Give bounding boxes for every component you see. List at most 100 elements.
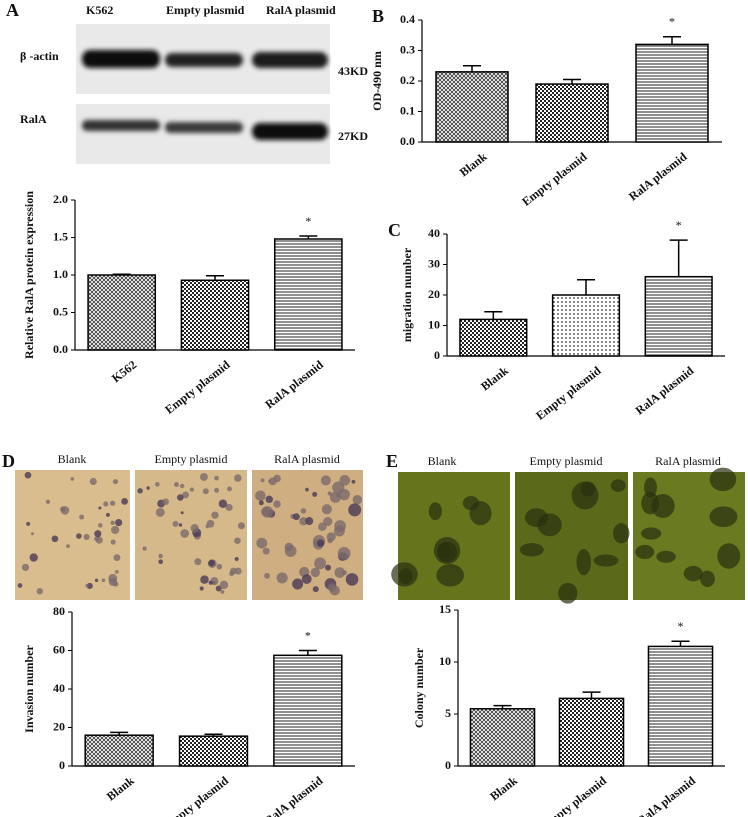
cell — [177, 494, 184, 501]
y-axis-label: Invasion number — [22, 644, 36, 732]
cell — [30, 532, 34, 536]
band — [165, 53, 243, 67]
y-tick-label: 0.5 — [53, 304, 68, 318]
x-tick-label: Blank — [487, 773, 520, 803]
cell — [94, 530, 102, 538]
cell — [234, 474, 242, 482]
cell — [112, 478, 119, 485]
panel-label: B — [372, 6, 384, 26]
x-tick-label: Empty plasmid — [161, 773, 232, 817]
photo — [135, 470, 247, 600]
band — [165, 122, 243, 133]
y-tick-label: 40 — [428, 226, 440, 240]
cell — [95, 536, 103, 544]
cell — [137, 488, 143, 494]
cell — [219, 580, 229, 590]
significance-mark: * — [678, 619, 684, 633]
colony — [576, 549, 591, 576]
cell — [260, 478, 265, 483]
cell — [179, 483, 185, 489]
cell — [173, 481, 180, 488]
bar — [459, 318, 528, 357]
cell — [29, 553, 38, 562]
cell — [312, 491, 318, 497]
bar — [87, 274, 157, 351]
cell — [261, 507, 271, 517]
cell — [323, 516, 333, 527]
cell — [318, 522, 327, 531]
y-tick-label: 40 — [53, 681, 65, 695]
cell — [256, 537, 268, 549]
western-blot: K562 Empty plasmid RalA plasmid β -actin… — [20, 3, 368, 164]
bar — [558, 697, 625, 767]
significance-mark: * — [669, 15, 675, 29]
cell — [208, 559, 215, 567]
y-tick-label: 0 — [59, 758, 65, 772]
cell — [105, 512, 110, 517]
x-tick-label: RalA plasmid — [262, 357, 326, 411]
cell — [115, 518, 123, 527]
bar-chart: 0 10 20 30 40 migration number Blank Empty plas… — [400, 218, 725, 423]
colony — [437, 542, 451, 560]
cell — [180, 511, 184, 515]
cell — [234, 556, 239, 562]
cell — [237, 522, 245, 530]
band — [252, 123, 328, 140]
cell — [146, 486, 150, 490]
significance-mark: * — [676, 218, 682, 232]
panel-labels: A B C D E — [2, 0, 401, 471]
cell — [45, 499, 51, 504]
y-tick-label: 0.1 — [400, 103, 415, 117]
cell — [76, 533, 82, 539]
colony — [651, 493, 675, 518]
cell — [206, 519, 215, 528]
bar — [84, 734, 154, 767]
row-label: RalA — [20, 112, 47, 126]
cell — [258, 500, 264, 506]
y-tick-label: 10 — [428, 317, 440, 331]
cell — [218, 499, 228, 508]
bar-chart: 0 5 10 15 Colony number Blank Empty plasmid Ral… — [412, 602, 725, 817]
bar — [180, 279, 250, 351]
cell — [327, 583, 337, 592]
cell — [79, 514, 85, 520]
cell — [305, 517, 314, 526]
colony — [641, 527, 662, 540]
cell — [66, 544, 70, 549]
cell — [180, 529, 190, 538]
band — [82, 50, 160, 68]
cell — [17, 583, 23, 588]
cell — [351, 479, 356, 484]
cell — [220, 589, 225, 594]
y-tick-label: 60 — [53, 642, 65, 656]
x-tick-label: Empty plasmid — [533, 363, 604, 422]
cell — [234, 537, 241, 545]
bar — [635, 43, 709, 143]
x-tick-label: Empty plasmid — [519, 149, 590, 208]
cell — [162, 498, 169, 506]
colony — [709, 467, 737, 492]
y-tick-label: 2.0 — [53, 192, 68, 206]
cell — [262, 547, 270, 555]
y-tick-label: 0.2 — [400, 73, 415, 87]
cell — [110, 520, 115, 526]
cell — [214, 475, 219, 481]
cell — [114, 570, 119, 574]
cell — [208, 580, 213, 585]
row-label: β -actin — [20, 49, 59, 63]
colony — [610, 479, 626, 492]
cell — [284, 545, 297, 557]
cell — [85, 584, 89, 588]
cell — [339, 474, 351, 486]
cell — [121, 498, 128, 505]
cell — [314, 557, 326, 570]
panel-label: A — [6, 0, 19, 20]
y-tick-label: 0.0 — [400, 134, 415, 148]
cell — [59, 506, 66, 512]
cell — [255, 490, 266, 502]
cell — [109, 500, 116, 506]
cell — [305, 487, 309, 492]
cell — [338, 488, 350, 501]
cell — [352, 494, 363, 505]
cell — [190, 524, 199, 533]
